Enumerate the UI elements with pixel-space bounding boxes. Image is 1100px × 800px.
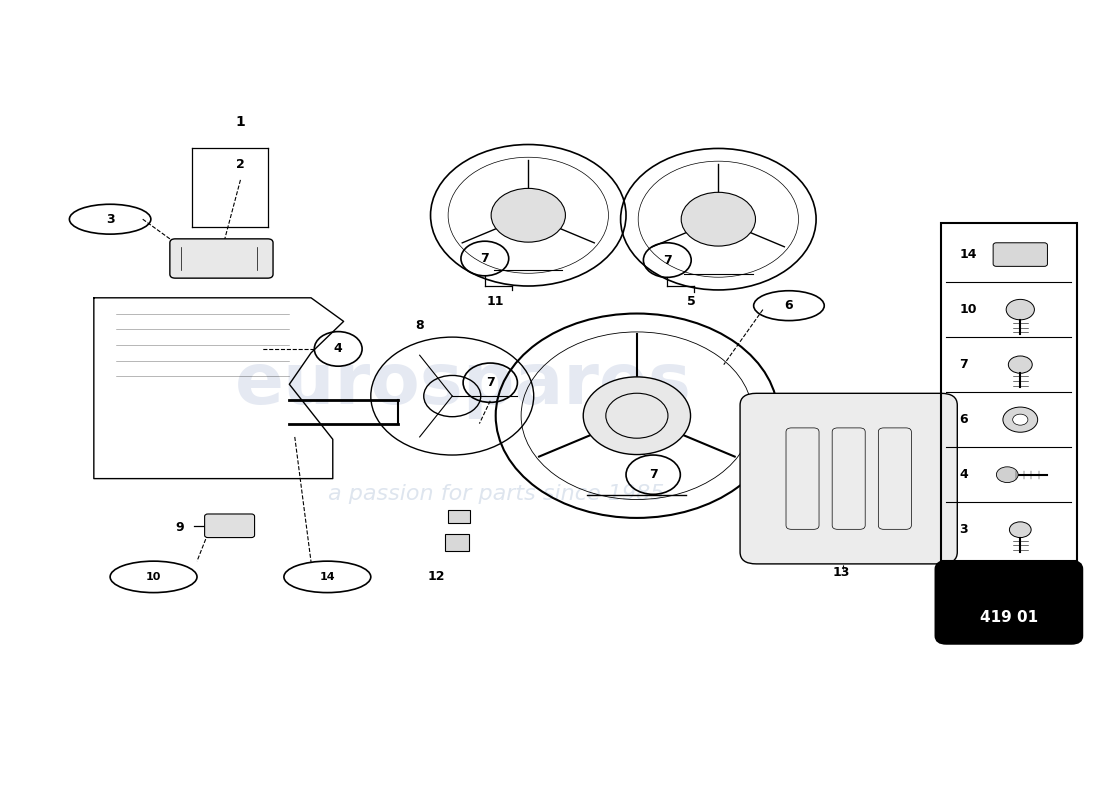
- Text: 13: 13: [833, 566, 850, 579]
- Text: 5: 5: [686, 295, 695, 308]
- FancyBboxPatch shape: [205, 514, 254, 538]
- FancyBboxPatch shape: [448, 510, 470, 523]
- Circle shape: [1013, 414, 1027, 425]
- FancyBboxPatch shape: [740, 394, 957, 564]
- Text: 7: 7: [959, 358, 968, 371]
- Text: 3: 3: [106, 213, 114, 226]
- Text: 14: 14: [959, 248, 977, 261]
- Circle shape: [1003, 407, 1037, 432]
- Text: 7: 7: [663, 254, 672, 266]
- Circle shape: [583, 377, 691, 454]
- Circle shape: [1006, 299, 1034, 320]
- Text: 10: 10: [146, 572, 162, 582]
- Text: 7: 7: [486, 376, 495, 390]
- Circle shape: [1010, 522, 1031, 538]
- FancyBboxPatch shape: [444, 534, 469, 551]
- Text: 10: 10: [959, 303, 977, 316]
- Text: 4: 4: [333, 342, 342, 355]
- Text: 2: 2: [236, 158, 245, 170]
- Text: 9: 9: [175, 521, 184, 534]
- Circle shape: [997, 467, 1019, 482]
- FancyBboxPatch shape: [169, 239, 273, 278]
- Circle shape: [491, 188, 565, 242]
- FancyBboxPatch shape: [936, 561, 1082, 644]
- Text: 3: 3: [959, 523, 968, 536]
- Text: a passion for parts since 1985: a passion for parts since 1985: [328, 484, 664, 504]
- Text: 8: 8: [416, 319, 424, 332]
- Text: 6: 6: [784, 299, 793, 312]
- Text: 6: 6: [959, 413, 968, 426]
- FancyBboxPatch shape: [993, 242, 1047, 266]
- Circle shape: [1009, 356, 1032, 374]
- Text: 14: 14: [319, 572, 336, 582]
- Text: 7: 7: [481, 252, 490, 265]
- Text: 419 01: 419 01: [980, 610, 1038, 625]
- Text: 1: 1: [235, 114, 245, 129]
- Text: 11: 11: [487, 295, 505, 308]
- Text: eurospares: eurospares: [234, 350, 692, 418]
- Text: 7: 7: [649, 468, 658, 481]
- Text: 4: 4: [959, 468, 968, 481]
- Text: 12: 12: [427, 570, 444, 583]
- Circle shape: [681, 192, 756, 246]
